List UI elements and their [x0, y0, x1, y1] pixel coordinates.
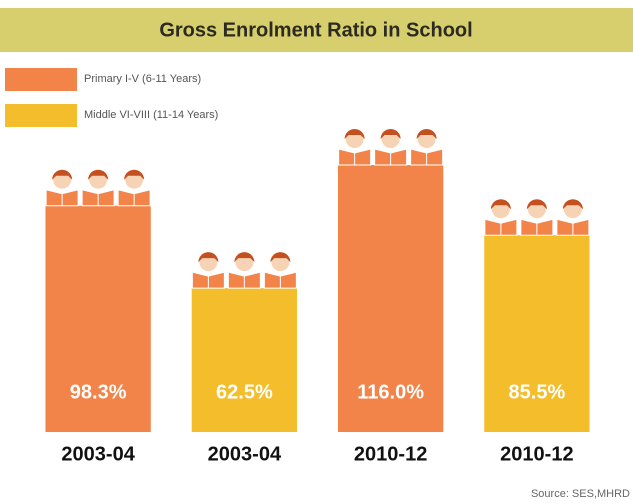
reader-icon — [117, 169, 151, 207]
reader-hair — [270, 252, 291, 263]
reader-icon — [484, 199, 518, 236]
bar — [484, 235, 590, 432]
reader-icon — [338, 129, 372, 166]
reader-hair — [234, 252, 255, 263]
reader-icon — [227, 252, 261, 289]
reader-icon — [45, 169, 79, 207]
reader-icon — [556, 199, 590, 236]
reader-icon — [374, 129, 408, 166]
source-note: Source: SES,MHRD — [531, 488, 630, 500]
reader-hair — [88, 169, 109, 180]
reader-icon — [81, 169, 115, 207]
title-banner — [0, 8, 633, 52]
reader-icon — [520, 199, 554, 236]
x-tick-label: 2003-04 — [61, 443, 135, 465]
x-tick-label: 2010-12 — [500, 443, 573, 465]
reader-icon — [191, 252, 225, 289]
reader-hair — [124, 169, 145, 180]
reader-hair — [526, 199, 547, 210]
value-label: 62.5% — [216, 381, 273, 403]
x-tick-label: 2010-12 — [354, 443, 427, 465]
chart-title: Gross Enrolment Ratio in School — [159, 19, 472, 41]
reader-icon — [410, 129, 444, 166]
bar — [45, 205, 151, 432]
legend-label: Primary I-V (6-11 Years) — [84, 73, 201, 85]
value-label: 98.3% — [70, 381, 127, 403]
reader-icon — [263, 252, 297, 289]
legend-swatch — [5, 68, 77, 91]
reader-hair — [52, 169, 73, 180]
reader-hair — [198, 252, 219, 263]
reader-hair — [380, 129, 401, 139]
legend-label: Middle VI-VIII (11-14 Years) — [84, 109, 218, 121]
value-label: 116.0% — [357, 381, 424, 403]
bar — [191, 288, 298, 432]
value-label: 85.5% — [509, 381, 566, 403]
legend-swatch — [5, 104, 77, 127]
reader-hair — [562, 199, 583, 210]
reader-hair — [490, 199, 511, 210]
x-tick-label: 2003-04 — [208, 443, 282, 465]
bar — [337, 165, 444, 432]
reader-hair — [416, 129, 437, 139]
reader-hair — [344, 129, 365, 139]
